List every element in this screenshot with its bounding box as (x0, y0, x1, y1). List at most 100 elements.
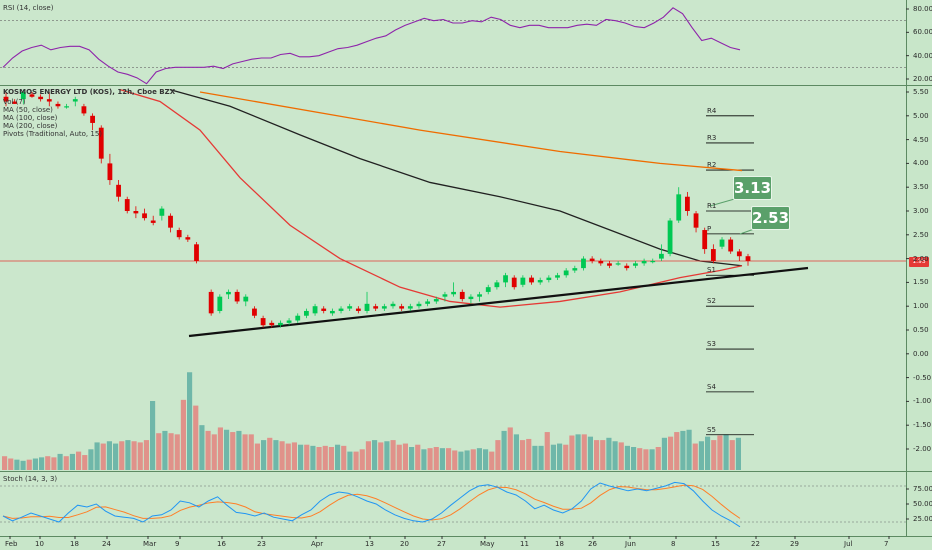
candle-body (12, 101, 18, 104)
volume-bar (520, 440, 526, 470)
candle-body (641, 260, 647, 264)
time-axis-tick: 26 (588, 540, 597, 548)
pivot-label: S2 (707, 297, 716, 306)
volume-bar (631, 447, 637, 470)
stoch-title: Stoch (14, 3, 3) (3, 475, 58, 483)
volume-bar (113, 443, 119, 470)
volume-bar (692, 443, 698, 470)
time-axis-tick: 18 (70, 540, 79, 548)
candle-body (194, 244, 199, 261)
candle-body (425, 301, 431, 304)
main-axis-tick: 3.50 (913, 183, 929, 192)
volume-bar (557, 443, 563, 470)
volume-bar (2, 456, 8, 470)
pivot-label: R1 (707, 202, 717, 210)
volume-bar (655, 447, 661, 470)
volume-bar (63, 456, 69, 470)
candle-body (381, 306, 387, 309)
volume-bar (618, 442, 624, 470)
volume-bar (458, 451, 464, 470)
candle-body (684, 196, 690, 211)
volume-bar (39, 457, 45, 470)
volume-bar (242, 434, 248, 470)
candle-body (598, 260, 604, 264)
candle-body (650, 260, 656, 263)
volume-bar (267, 437, 273, 470)
volume-bar (193, 405, 199, 470)
volume-bar (359, 449, 365, 470)
time-axis-tick: 13 (365, 540, 374, 548)
stoch-k-line (2, 481, 741, 528)
volume-bar (211, 434, 217, 470)
pivot-label: S5 (707, 425, 716, 434)
volume-bar (402, 443, 408, 470)
time-axis-tick: 8 (671, 540, 676, 548)
candle-body (537, 280, 543, 283)
volume-bar (353, 451, 359, 470)
volume-bar (587, 436, 593, 470)
candle-body (563, 270, 569, 276)
volume-bar (495, 440, 501, 470)
candle-body (589, 258, 595, 261)
legend-vol: Vol (7) (3, 98, 26, 106)
volume-bar (88, 449, 94, 470)
volume-bar (279, 441, 285, 470)
candle-body (572, 268, 578, 271)
volume-bar (476, 448, 482, 470)
volume-bar (489, 451, 495, 470)
candle-body (260, 318, 266, 326)
volume-bar (20, 460, 26, 470)
candle-body (364, 303, 370, 311)
volume-bar (119, 441, 125, 470)
volume-bar (575, 434, 581, 470)
time-axis-tick: 16 (217, 540, 226, 548)
candle-body (399, 306, 405, 309)
volume-bar (150, 401, 156, 470)
candle-body (98, 127, 104, 159)
time-axis-tick: 27 (437, 540, 446, 548)
candle-body (3, 96, 9, 102)
volume-bar (51, 457, 57, 470)
volume-bar (187, 372, 193, 470)
volume-bar (452, 450, 458, 470)
volume-bar (421, 449, 427, 470)
trend-line (188, 266, 809, 338)
rsi-axis-tick: 60.00 (913, 28, 932, 37)
callout-r1-value: 3.13 (733, 176, 772, 200)
volume-bar (661, 437, 667, 470)
rsi-axis-tick: 20.00 (913, 75, 932, 83)
main-axis-tick: 0.50 (913, 326, 929, 334)
volume-bar (427, 448, 433, 470)
volume-bar (224, 429, 230, 470)
candle-body (176, 230, 182, 238)
pivot-label: R2 (707, 161, 717, 170)
volume-bar (236, 430, 242, 470)
volume-bar (513, 434, 519, 470)
volume-bar (680, 430, 686, 470)
main-axis-tick: -2.00 (913, 445, 932, 453)
candle-body (29, 94, 35, 97)
time-axis-tick: Jun (625, 540, 636, 548)
main-axis-tick: -1.00 (913, 397, 932, 406)
volume-bar (433, 447, 439, 470)
volume-bar (698, 441, 704, 470)
volume-bar (686, 429, 692, 470)
volume-bar (735, 437, 741, 470)
candle-body (329, 310, 335, 314)
candle-body (373, 306, 379, 309)
volume-bar (217, 427, 223, 470)
main-axis-tick: -1.50 (913, 421, 932, 430)
volume-bar (261, 440, 267, 470)
candle-body (693, 213, 699, 228)
candle-body (38, 96, 44, 100)
candle-body (159, 208, 165, 216)
time-axis-tick: 23 (257, 540, 266, 548)
time-axis-tick: Apr (311, 540, 324, 548)
volume-bar (82, 455, 88, 470)
legend-ma50: MA (50, close) (3, 106, 53, 114)
volume-bar (143, 440, 149, 470)
volume-bar (649, 449, 655, 470)
main-axis-tick: 4.00 (913, 159, 929, 168)
